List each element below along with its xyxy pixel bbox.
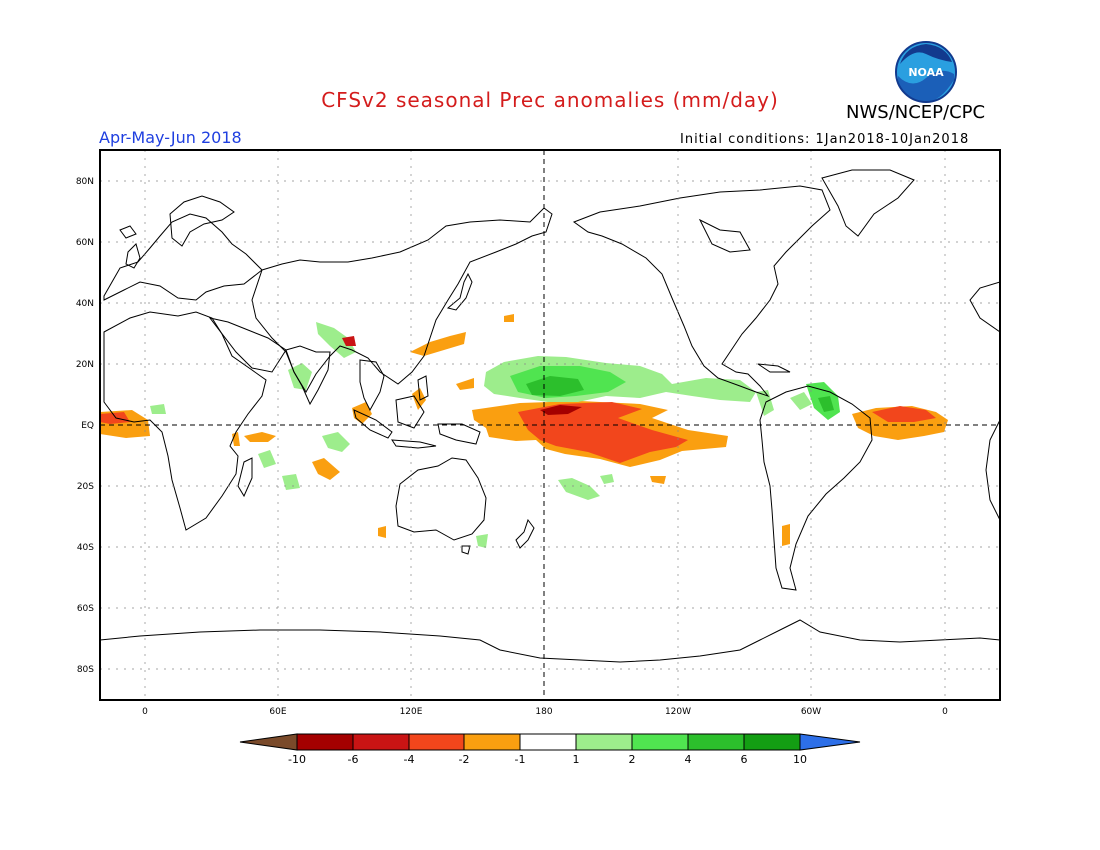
colorbar-label: -1 [515,753,526,766]
lon-label: 0 [942,707,948,717]
lat-label: 20S [77,482,94,492]
lon-label: 60E [269,707,286,717]
latitude-labels: 80N 60N 40N 20N EQ 20S 40S 60S 80S [76,177,94,675]
colorbar-swatch [463,733,521,751]
anomaly-region-india-wet [288,363,312,390]
reference-lines [100,150,1000,700]
colorbar-label: 2 [629,753,636,766]
graticule [100,150,1000,700]
anomaly-region-east-africa-dry [244,432,276,442]
logo-text: NOAA [908,66,944,79]
anomaly-region-south-pacific-wet-2 [600,474,614,484]
anomaly-region-south-pacific-wet [558,478,600,500]
colorbar-swatch [631,733,689,751]
colorbar-swatch [408,733,465,751]
lat-label: 60N [76,238,94,248]
anomaly-region-chile-dry [782,524,790,546]
colorbar-swatch [352,733,410,751]
colorbar-label: -10 [288,753,306,766]
colorbar-left-arrow [239,733,298,751]
period-label: Apr-May-Jun 2018 [99,128,242,147]
lat-label: 80N [76,177,94,187]
lat-label: 40S [77,543,94,553]
anomaly-region-indian-ocean-dry [312,458,340,480]
anomaly-region-bay-of-bengal-wet [316,322,356,358]
map-frame [99,149,1001,701]
noaa-logo: NOAA [894,40,958,108]
map-plot-area [100,150,1000,700]
anomaly-region-north-pacific-dry [504,314,514,322]
colorbar-label: -6 [348,753,359,766]
anomaly-shading [100,314,948,548]
anomaly-region-east-africa-wet [258,450,276,468]
anomaly-region-indian-ocean-wet [322,432,350,452]
lon-label: 0 [142,707,148,717]
lon-label: 120E [400,707,423,717]
coastlines [100,169,1000,663]
colorbar-swatch [296,733,354,751]
longitude-labels: 0 60E 120E 180 120W 60W 0 [142,707,948,717]
map-title: CFSv2 seasonal Prec anomalies (mm/day) [321,88,779,112]
anomaly-region-pacific-dry-peak [540,405,582,415]
anomaly-region-caribbean-wet [790,392,812,410]
anomaly-region-pacific-dry-core [518,402,688,463]
anomaly-region-south-indian-wet [282,474,300,490]
lat-label: 40N [76,299,94,309]
anomaly-region-south-america-wet-2 [818,396,834,412]
lat-label: 80S [77,665,94,675]
organization-label: NWS/NCEP/CPC [846,102,986,123]
anomaly-region-maritime-dry-2 [412,388,426,410]
colorbar-label: 10 [793,753,807,766]
initial-conditions-label: Initial conditions: 1Jan2018-10Jan2018 [680,132,970,147]
colorbar-swatch [519,733,577,751]
colorbar-label: 1 [573,753,580,766]
anomaly-region-west-pacific-dry [410,332,466,356]
colorbar-swatch [687,733,745,751]
anomaly-region-pacific-wet-3 [526,376,584,396]
anomaly-region-west-africa-wet [150,404,166,414]
lat-label: 60S [77,604,94,614]
lon-label: 120W [665,707,691,717]
anomaly-region-himalaya-dry [342,336,356,346]
colorbar-label: -4 [404,753,415,766]
colorbar-right-arrow [799,733,861,751]
anomaly-region-south-pacific-dry [650,476,666,484]
anomaly-region-australia-dry [378,526,386,538]
lon-label: 60W [801,707,821,717]
colorbar: -10 -6 -4 -2 -1 1 2 4 6 10 [239,733,861,766]
colorbar-label: -2 [459,753,470,766]
colorbar-swatch [743,733,801,751]
colorbar-label: 6 [741,753,748,766]
lon-label: 180 [535,707,552,717]
colorbar-swatch [575,733,633,751]
anomaly-region-atlantic-dry-core [872,406,936,422]
anomaly-region-gulf-of-guinea-core [100,412,130,424]
lat-label: 20N [76,360,94,370]
colorbar-label: 4 [685,753,692,766]
anomaly-region-central-america-wet [756,390,774,416]
anomaly-region-philippine-sea-dry [456,378,474,390]
anomaly-region-tasman-wet [476,534,488,548]
lat-label: EQ [81,421,94,431]
